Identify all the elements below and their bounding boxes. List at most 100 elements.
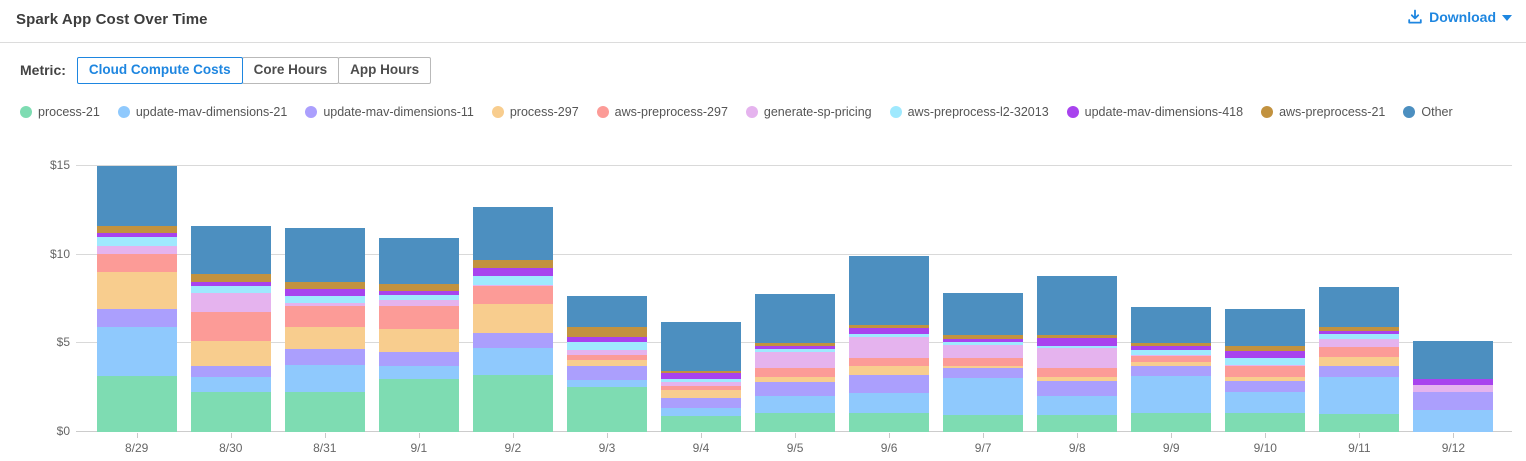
bar-segment-aws-preprocess-21[interactable] (1225, 346, 1306, 351)
bar-segment-update-mav-dimensions-21[interactable] (943, 377, 1024, 416)
bar-segment-update-mav-dimensions-418[interactable] (943, 338, 1024, 342)
bar-segment-aws-preprocess-21[interactable] (1131, 342, 1212, 347)
bar-segment-aws-preprocess-21[interactable] (1037, 334, 1118, 339)
bar-segment-aws-preprocess-297[interactable] (1037, 368, 1118, 378)
bar-segment-other[interactable] (566, 295, 647, 327)
bar-segment-aws-preprocess-21[interactable] (190, 274, 271, 283)
bar-segment-update-mav-dimensions-11[interactable] (190, 365, 271, 378)
legend-item-generate-sp-pricing[interactable]: generate-sp-pricing (745, 105, 872, 119)
legend-item-process-297[interactable]: process-297 (491, 105, 579, 119)
bar-segment-update-mav-dimensions-11[interactable] (661, 398, 741, 409)
bar-segment-other[interactable] (1319, 286, 1400, 328)
bar-segment-process-297[interactable] (943, 365, 1024, 369)
bar-segment-update-mav-dimensions-21[interactable] (755, 395, 836, 413)
legend-item-process-21[interactable]: process-21 (20, 105, 100, 119)
bar-segment-other[interactable] (1131, 307, 1212, 343)
bar-segment-process-297[interactable] (849, 365, 930, 376)
bar-segment-update-mav-dimensions-418[interactable] (566, 337, 647, 342)
bar-9-12[interactable] (1413, 340, 1494, 432)
bar-segment-aws-preprocess-21[interactable] (1319, 327, 1400, 331)
bar-segment-other[interactable] (1037, 276, 1118, 335)
bar-segment-other[interactable] (755, 293, 836, 343)
bar-segment-process-297[interactable] (190, 340, 271, 366)
bar-segment-aws-preprocess-21[interactable] (566, 326, 647, 338)
bar-segment-update-mav-dimensions-418[interactable] (284, 289, 365, 297)
bar-8-29[interactable] (96, 166, 177, 432)
bar-segment-process-21[interactable] (1131, 412, 1212, 432)
legend-item-update-mav-dimensions-418[interactable]: update-mav-dimensions-418 (1066, 105, 1243, 119)
bar-9-1[interactable] (378, 237, 459, 432)
bar-segment-aws-preprocess-297[interactable] (755, 368, 836, 378)
bar-segment-process-21[interactable] (661, 416, 741, 432)
bar-segment-process-297[interactable] (472, 304, 553, 333)
bar-segment-generate-sp-pricing[interactable] (755, 352, 836, 369)
bar-segment-update-mav-dimensions-418[interactable] (1225, 350, 1306, 358)
bar-segment-aws-preprocess-l2-32013[interactable] (566, 341, 647, 351)
metric-tab-app-hours[interactable]: App Hours (338, 57, 432, 84)
bar-segment-process-21[interactable] (1225, 412, 1306, 432)
bar-segment-update-mav-dimensions-418[interactable] (472, 268, 553, 277)
bar-segment-process-21[interactable] (284, 392, 365, 432)
bar-segment-other[interactable] (284, 228, 365, 283)
bar-segment-aws-preprocess-297[interactable] (943, 357, 1024, 366)
bar-segment-update-mav-dimensions-11[interactable] (378, 352, 459, 367)
bar-segment-aws-preprocess-297[interactable] (1225, 366, 1306, 378)
bar-segment-update-mav-dimensions-11[interactable] (1225, 381, 1306, 393)
bar-segment-update-mav-dimensions-418[interactable] (1319, 330, 1400, 334)
bar-9-2[interactable] (472, 206, 553, 432)
bar-segment-other[interactable] (190, 226, 271, 275)
bar-segment-update-mav-dimensions-418[interactable] (1413, 378, 1494, 386)
bar-segment-process-297[interactable] (378, 329, 459, 353)
bar-segment-update-mav-dimensions-11[interactable] (96, 308, 177, 328)
bar-segment-process-21[interactable] (190, 392, 271, 432)
legend-item-aws-preprocess-21[interactable]: aws-preprocess-21 (1261, 105, 1385, 119)
bar-segment-process-297[interactable] (566, 360, 647, 367)
bar-segment-update-mav-dimensions-21[interactable] (661, 408, 741, 417)
bar-segment-aws-preprocess-l2-32013[interactable] (378, 294, 459, 300)
bar-segment-other[interactable] (943, 292, 1024, 336)
bar-segment-aws-preprocess-l2-32013[interactable] (943, 341, 1024, 346)
bar-segment-generate-sp-pricing[interactable] (378, 299, 459, 307)
bar-segment-aws-preprocess-l2-32013[interactable] (661, 378, 741, 383)
bar-segment-process-21[interactable] (1319, 414, 1400, 432)
bar-segment-generate-sp-pricing[interactable] (566, 350, 647, 355)
bar-segment-aws-preprocess-297[interactable] (661, 385, 741, 391)
bar-segment-aws-preprocess-l2-32013[interactable] (849, 333, 930, 338)
bar-segment-process-297[interactable] (661, 390, 741, 399)
bar-segment-generate-sp-pricing[interactable] (661, 382, 741, 386)
bar-segment-aws-preprocess-l2-32013[interactable] (96, 236, 177, 246)
bar-segment-other[interactable] (1225, 308, 1306, 347)
bar-9-9[interactable] (1131, 307, 1212, 432)
bar-segment-update-mav-dimensions-11[interactable] (755, 382, 836, 396)
bar-9-4[interactable] (661, 322, 741, 432)
bar-segment-update-mav-dimensions-11[interactable] (472, 332, 553, 348)
bar-segment-aws-preprocess-21[interactable] (472, 260, 553, 269)
bar-segment-update-mav-dimensions-21[interactable] (849, 393, 930, 413)
bar-segment-process-21[interactable] (943, 415, 1024, 432)
bar-segment-other[interactable] (1413, 340, 1494, 379)
bar-segment-update-mav-dimensions-11[interactable] (849, 375, 930, 393)
bar-segment-process-21[interactable] (472, 375, 553, 432)
bar-segment-update-mav-dimensions-11[interactable] (1037, 381, 1118, 396)
bar-segment-aws-preprocess-297[interactable] (1319, 346, 1400, 357)
bar-9-6[interactable] (849, 255, 930, 432)
bar-segment-process-297[interactable] (284, 326, 365, 349)
bar-segment-process-297[interactable] (1319, 356, 1400, 366)
bar-segment-generate-sp-pricing[interactable] (943, 345, 1024, 358)
bar-segment-process-21[interactable] (849, 412, 930, 432)
bar-segment-process-21[interactable] (755, 412, 836, 432)
bar-segment-aws-preprocess-297[interactable] (284, 306, 365, 327)
bar-segment-process-297[interactable] (1037, 377, 1118, 382)
bar-8-30[interactable] (190, 226, 271, 432)
bar-segment-aws-preprocess-l2-32013[interactable] (1225, 357, 1306, 365)
bar-segment-other[interactable] (472, 206, 553, 261)
bar-segment-update-mav-dimensions-418[interactable] (1131, 346, 1212, 350)
bar-segment-update-mav-dimensions-418[interactable] (378, 291, 459, 295)
bar-segment-other[interactable] (661, 322, 741, 371)
bar-segment-update-mav-dimensions-21[interactable] (1225, 392, 1306, 413)
bar-segment-aws-preprocess-l2-32013[interactable] (190, 285, 271, 293)
bar-segment-generate-sp-pricing[interactable] (849, 337, 930, 358)
bar-segment-update-mav-dimensions-21[interactable] (1413, 409, 1494, 432)
bar-segment-aws-preprocess-297[interactable] (849, 357, 930, 366)
bar-segment-update-mav-dimensions-21[interactable] (378, 366, 459, 379)
